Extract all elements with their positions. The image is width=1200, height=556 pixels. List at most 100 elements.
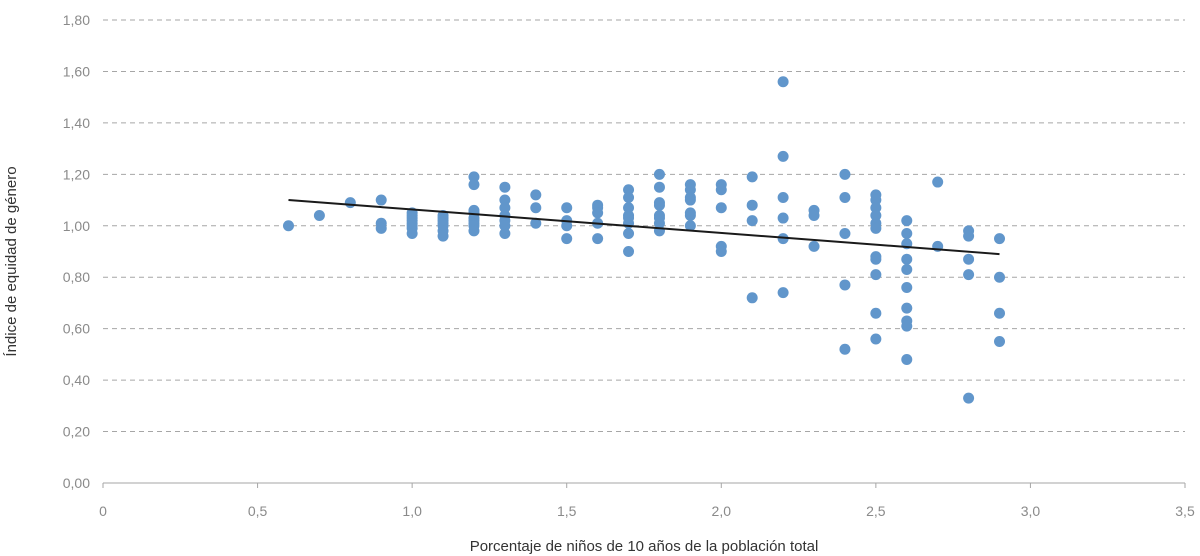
data-point [901,282,913,294]
data-point [746,199,758,211]
data-point [623,191,635,203]
data-point [870,253,882,265]
data-point [994,233,1006,245]
data-point [994,271,1006,283]
data-point [839,191,851,203]
data-point [870,194,882,206]
data-point [406,227,418,239]
data-point [499,227,511,239]
data-point [963,230,975,242]
data-point [870,202,882,214]
data-point [375,222,387,234]
data-point [468,171,480,183]
data-point [932,176,944,188]
data-point [901,215,913,227]
data-point [653,217,665,229]
data-point [344,197,356,209]
data-point [839,227,851,239]
data-point [777,76,789,88]
data-point [375,194,387,206]
data-point [592,233,604,245]
data-point [653,168,665,180]
data-point [715,184,727,196]
data-point [870,333,882,345]
y-axis-title: Índice de equidad de género [3,166,20,356]
x-tick-label: 0,5 [248,503,268,519]
data-point [839,343,851,355]
data-point [777,150,789,162]
data-point [715,202,727,214]
data-point [901,354,913,366]
data-point [530,217,542,229]
y-tick-label: 0,20 [63,424,90,440]
data-point [746,292,758,304]
x-tick-label: 3,5 [1175,503,1195,519]
data-point [715,246,727,257]
y-tick-label: 0,60 [63,321,90,337]
data-point [499,220,511,232]
data-point [870,269,882,281]
x-tick-label: 2,5 [866,503,886,519]
data-point [870,209,882,221]
data-point [499,181,511,193]
data-point [530,202,542,214]
data-point [623,202,635,214]
data-point [684,209,696,221]
trend-line [288,199,1000,256]
x-tick-label: 0 [99,503,107,519]
data-point [777,212,789,224]
data-point [623,246,635,257]
data-point [313,209,325,221]
data-point [653,181,665,193]
gridlines [103,19,1185,433]
y-tick-label: 1,20 [63,166,90,182]
data-point [808,209,820,221]
data-point [839,168,851,180]
data-point [839,279,851,291]
data-point [994,307,1006,319]
x-tick-label: 1,5 [557,503,577,519]
data-point [561,220,573,232]
data-point [530,189,542,201]
y-tick-label: 0,80 [63,269,90,285]
data-point [592,207,604,219]
data-point [684,194,696,206]
y-tick-label: 1,40 [63,115,90,131]
data-point [777,287,789,299]
data-point [870,307,882,319]
data-point [684,184,696,196]
data-point [901,320,913,332]
data-point [282,220,294,232]
data-point [777,233,789,245]
data-point [468,179,480,191]
data-point [901,302,913,314]
data-point [901,264,913,276]
y-tick-label: 1,60 [63,63,90,79]
data-point [499,194,511,206]
data-point [870,222,882,234]
data-point [746,215,758,227]
x-axis-title: Porcentaje de niños de 10 años de la pob… [470,538,819,555]
data-point [963,253,975,265]
x-tick-label: 2,0 [712,503,732,519]
data-point [468,225,480,237]
data-points [282,76,1006,404]
y-tick-label: 0,00 [63,475,90,491]
data-point [808,240,820,252]
data-point [561,233,573,245]
data-point [901,227,913,239]
data-point [746,171,758,183]
data-point [994,336,1006,348]
x-tick-label: 1,0 [402,503,422,519]
y-tick-label: 1,80 [63,12,90,28]
data-point [777,191,789,203]
data-point [499,202,511,214]
data-point [901,253,913,265]
y-tick-label: 1,00 [63,218,90,234]
data-point [561,202,573,214]
data-point [437,230,449,242]
x-tick-label: 3,0 [1021,503,1041,519]
tick-labels: 0,000,200,400,600,801,001,201,401,601,80… [63,12,1195,519]
data-point [963,392,975,404]
